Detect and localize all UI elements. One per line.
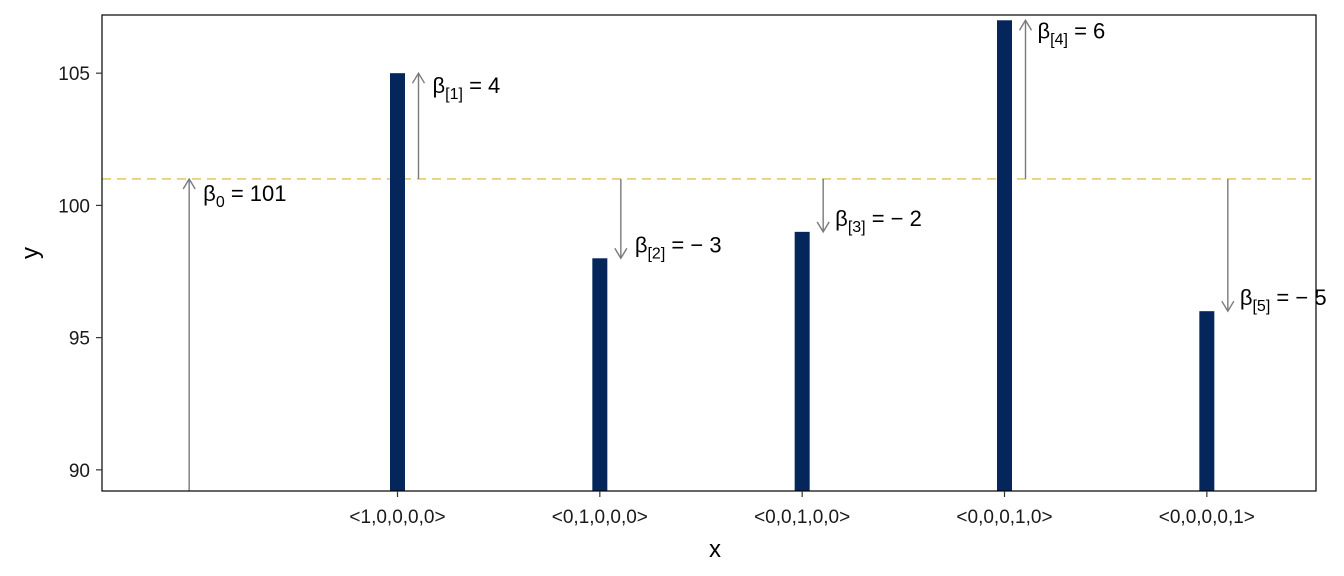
arrow-head <box>614 247 628 260</box>
x-axis-title: x <box>709 536 721 563</box>
beta-annotation: β[5] = − 5 <box>1240 285 1327 315</box>
beta-value: = 4 <box>463 73 500 98</box>
beta-annotation: β0 = 101 <box>203 181 286 211</box>
beta-symbol: β <box>635 232 648 257</box>
y-tick-label: 95 <box>69 329 90 350</box>
arrow-head <box>1221 300 1235 313</box>
beta-subscript: 0 <box>216 194 225 211</box>
x-tick-label: <0,0,0,1,0> <box>956 507 1052 528</box>
bar-2 <box>592 258 608 491</box>
beta-symbol: β <box>433 73 446 98</box>
bar-5 <box>1199 311 1215 491</box>
beta-symbol: β <box>203 181 216 206</box>
beta-annotation: β[4] = 6 <box>1038 18 1106 48</box>
arrow-head <box>816 221 830 234</box>
beta-subscript: [5] <box>1252 298 1270 315</box>
beta-annotation: β[2] = − 3 <box>635 232 722 262</box>
x-tick-label: <0,1,0,0,0> <box>552 507 648 528</box>
beta-subscript: [4] <box>1050 31 1068 48</box>
bar-1 <box>390 73 405 491</box>
plot-border <box>101 14 1317 492</box>
beta-symbol: β <box>1240 285 1253 310</box>
bar-3 <box>794 231 810 491</box>
x-tick-label: <0,0,1,0,0> <box>754 507 850 528</box>
arrow-head <box>1018 18 1033 31</box>
beta-value: = − 5 <box>1270 285 1326 310</box>
beta-symbol: β <box>835 206 848 231</box>
beta-annotation: β[1] = 4 <box>433 73 501 103</box>
beta-annotation: β[3] = − 2 <box>835 206 922 236</box>
beta-value: = 101 <box>225 181 287 206</box>
arrow-head <box>182 177 196 190</box>
y-tick-label: 90 <box>69 461 90 482</box>
x-tick-label: <1,0,0,0,0> <box>349 507 445 528</box>
bar-4 <box>997 20 1012 492</box>
y-tick-label: 105 <box>58 64 90 85</box>
y-tick-label: 100 <box>58 196 90 217</box>
beta-value: = − 2 <box>866 206 922 231</box>
arrow-head <box>411 71 426 84</box>
beta-subscript: [3] <box>848 219 866 236</box>
beta-value: = 6 <box>1068 18 1105 43</box>
plot-panel <box>102 15 1316 491</box>
y-axis-title: y <box>17 247 44 259</box>
beta-subscript: [2] <box>647 245 665 262</box>
beta-subscript: [1] <box>445 86 463 103</box>
x-tick-label: <0,0,0,0,1> <box>1159 507 1255 528</box>
beta-symbol: β <box>1038 18 1051 43</box>
beta-value: = − 3 <box>665 232 721 257</box>
